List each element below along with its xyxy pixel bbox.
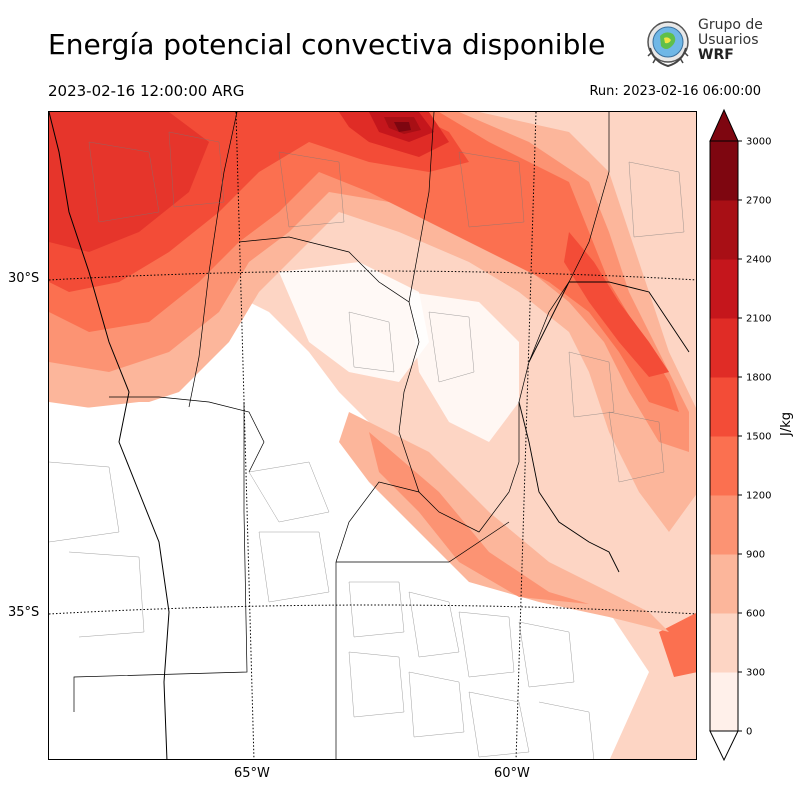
colorbar-tick-label: 2100 [746,314,771,325]
lat-label-35s: 35°S [8,605,40,620]
lat-label-30s: 30°S [8,271,40,286]
parallel-30s [49,270,696,281]
cape-fill-layer [49,112,696,759]
colorbar-swatch [710,318,738,378]
province-boundary [109,396,265,473]
province-boundary [238,112,610,533]
colorbar-swatches [709,140,739,732]
colorbar: 0 300 600 900 1200 1500 1800 2100 2400 2700 3000 [709,108,771,762]
map-title: Energía potencial convectiva disponible [48,28,606,61]
colorbar-swatch [710,436,738,496]
cape-band-1200-southeast [659,613,696,677]
colorbar-tick-label: 3000 [746,137,771,148]
province-boundary [188,112,238,408]
cape-band-600-south [339,412,669,632]
country-boundary [49,112,170,759]
colorbar-extend-top [709,108,739,142]
logo-text: Grupo de Usuarios WRF [698,18,763,63]
graticule [49,112,696,759]
colorbar-swatch [710,613,738,673]
colorbar-tick-label: 0 [746,727,752,738]
logo-line-wrf: WRF [698,47,734,63]
lon-label-60w: 60°W [494,766,530,781]
colorbar-tick-label: 600 [746,609,765,620]
parallel-35s [49,604,696,615]
colorbar-swatch [710,200,738,260]
colorbar-tick-label: 300 [746,668,765,679]
department-lines [49,131,685,759]
wrf-users-group-logo: Grupo de Usuarios WRF [640,16,763,72]
river-uruguay [528,281,690,363]
colorbar-swatch [710,377,738,437]
boundaries-layer [49,112,690,759]
colorbar-swatch [710,495,738,555]
run-time: Run: 2023-02-16 06:00:00 [589,84,761,99]
colorbar-tick-label: 2400 [746,255,771,266]
colorbar-extend-bottom [709,730,739,762]
cape-clear-center [409,292,519,442]
cape-band-3000 [394,122,411,132]
colorbar-tick-label: 900 [746,550,765,561]
colorbar-swatch [710,141,738,201]
river-parana [518,401,620,573]
valid-time: 2023-02-16 12:00:00 ARG [48,82,245,100]
colorbar-tick-label: 2700 [746,196,771,207]
cape-clear-northcenter [279,262,429,382]
colorbar-tick-label: 1500 [746,432,771,443]
cape-map-svg [49,112,696,759]
province-boundary [73,402,248,712]
cape-clear-west [49,402,469,759]
province-boundary [408,112,435,303]
province-boundary [335,481,420,563]
province-boundary [336,521,510,563]
logo-line-2: Usuarios [698,32,759,48]
cape-band-1800-west [49,112,209,252]
wrf-globe-icon [647,21,689,68]
lon-label-65w: 65°W [234,766,270,781]
cape-band-900-south [369,432,589,604]
colorbar-swatch [710,259,738,319]
cape-map [48,111,697,760]
colorbar-ticks: 0 300 600 900 1200 1500 1800 2100 2400 2700 3000 [738,137,771,738]
cape-band-1500-east [564,232,669,377]
colorbar-swatch [710,672,738,732]
colorbar-tick-label: 1800 [746,373,771,384]
logo-line-1: Grupo de [698,17,763,33]
colorbar-swatch [710,554,738,614]
colorbar-unit-label: J/kg [779,412,794,436]
colorbar-tick-label: 1200 [746,491,771,502]
